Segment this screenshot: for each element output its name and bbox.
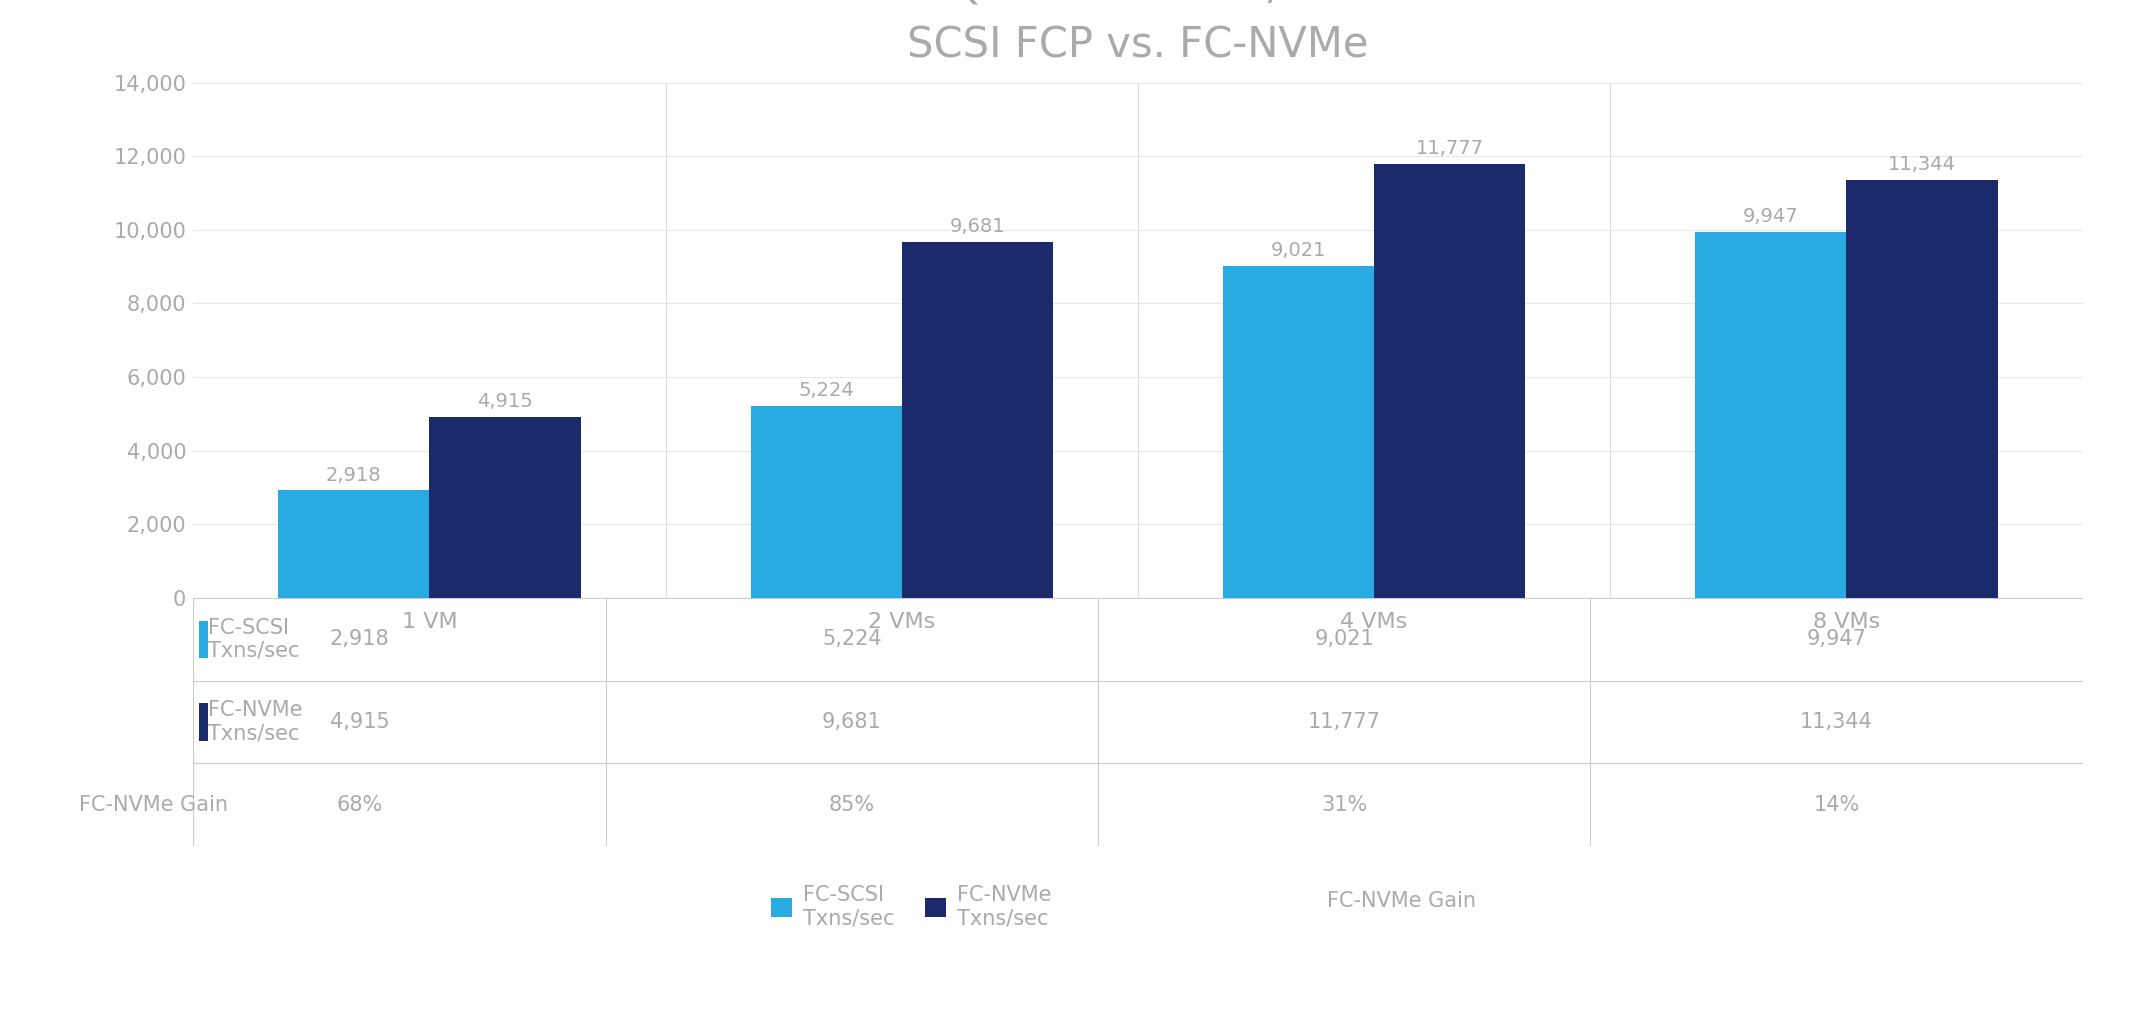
Text: FC-NVMe Gain: FC-NVMe Gain	[79, 795, 228, 815]
Bar	[1224, 266, 1374, 598]
Bar	[279, 490, 429, 598]
Text: 4,915: 4,915	[331, 712, 389, 732]
Text: 11,777: 11,777	[1415, 139, 1484, 159]
Text: 11,777: 11,777	[1308, 712, 1381, 732]
Text: 2,918: 2,918	[326, 465, 382, 485]
Text: 14%: 14%	[1814, 795, 1859, 815]
Text: 2,918: 2,918	[331, 630, 389, 649]
Text: FC-NVMe Gain: FC-NVMe Gain	[1327, 891, 1475, 911]
Bar	[902, 241, 1052, 598]
Text: 11,344: 11,344	[1887, 156, 1956, 174]
Text: 9,021: 9,021	[1314, 630, 1374, 649]
Text: 9,947: 9,947	[1743, 206, 1799, 226]
Bar	[751, 406, 902, 598]
Text: FC-SCSI
Txns/sec: FC-SCSI Txns/sec	[208, 617, 301, 660]
Text: 31%: 31%	[1320, 795, 1368, 815]
Text: 5,224: 5,224	[799, 381, 855, 399]
Text: 9,947: 9,947	[1806, 630, 1866, 649]
Text: 68%: 68%	[337, 795, 382, 815]
Bar	[429, 417, 580, 598]
FancyBboxPatch shape	[200, 704, 208, 741]
Legend: FC-SCSI
Txns/sec, FC-NVMe
Txns/sec: FC-SCSI Txns/sec, FC-NVMe Txns/sec	[762, 876, 1058, 936]
Text: 85%: 85%	[829, 795, 876, 815]
Text: 11,344: 11,344	[1799, 712, 1872, 732]
Bar	[1374, 164, 1524, 598]
FancyBboxPatch shape	[200, 620, 208, 657]
Text: 9,681: 9,681	[949, 217, 1005, 235]
Title: SQL Server Txns/sec
SCSI FCP vs. FC-NVMe: SQL Server Txns/sec SCSI FCP vs. FC-NVMe	[908, 0, 1368, 66]
Text: 9,021: 9,021	[1271, 240, 1327, 260]
Text: 4,915: 4,915	[477, 392, 532, 411]
Bar	[1696, 232, 1846, 598]
Text: FC-NVMe
Txns/sec: FC-NVMe Txns/sec	[208, 701, 303, 744]
Bar	[1846, 181, 1997, 598]
Text: 5,224: 5,224	[822, 630, 882, 649]
Text: 9,681: 9,681	[822, 712, 882, 732]
